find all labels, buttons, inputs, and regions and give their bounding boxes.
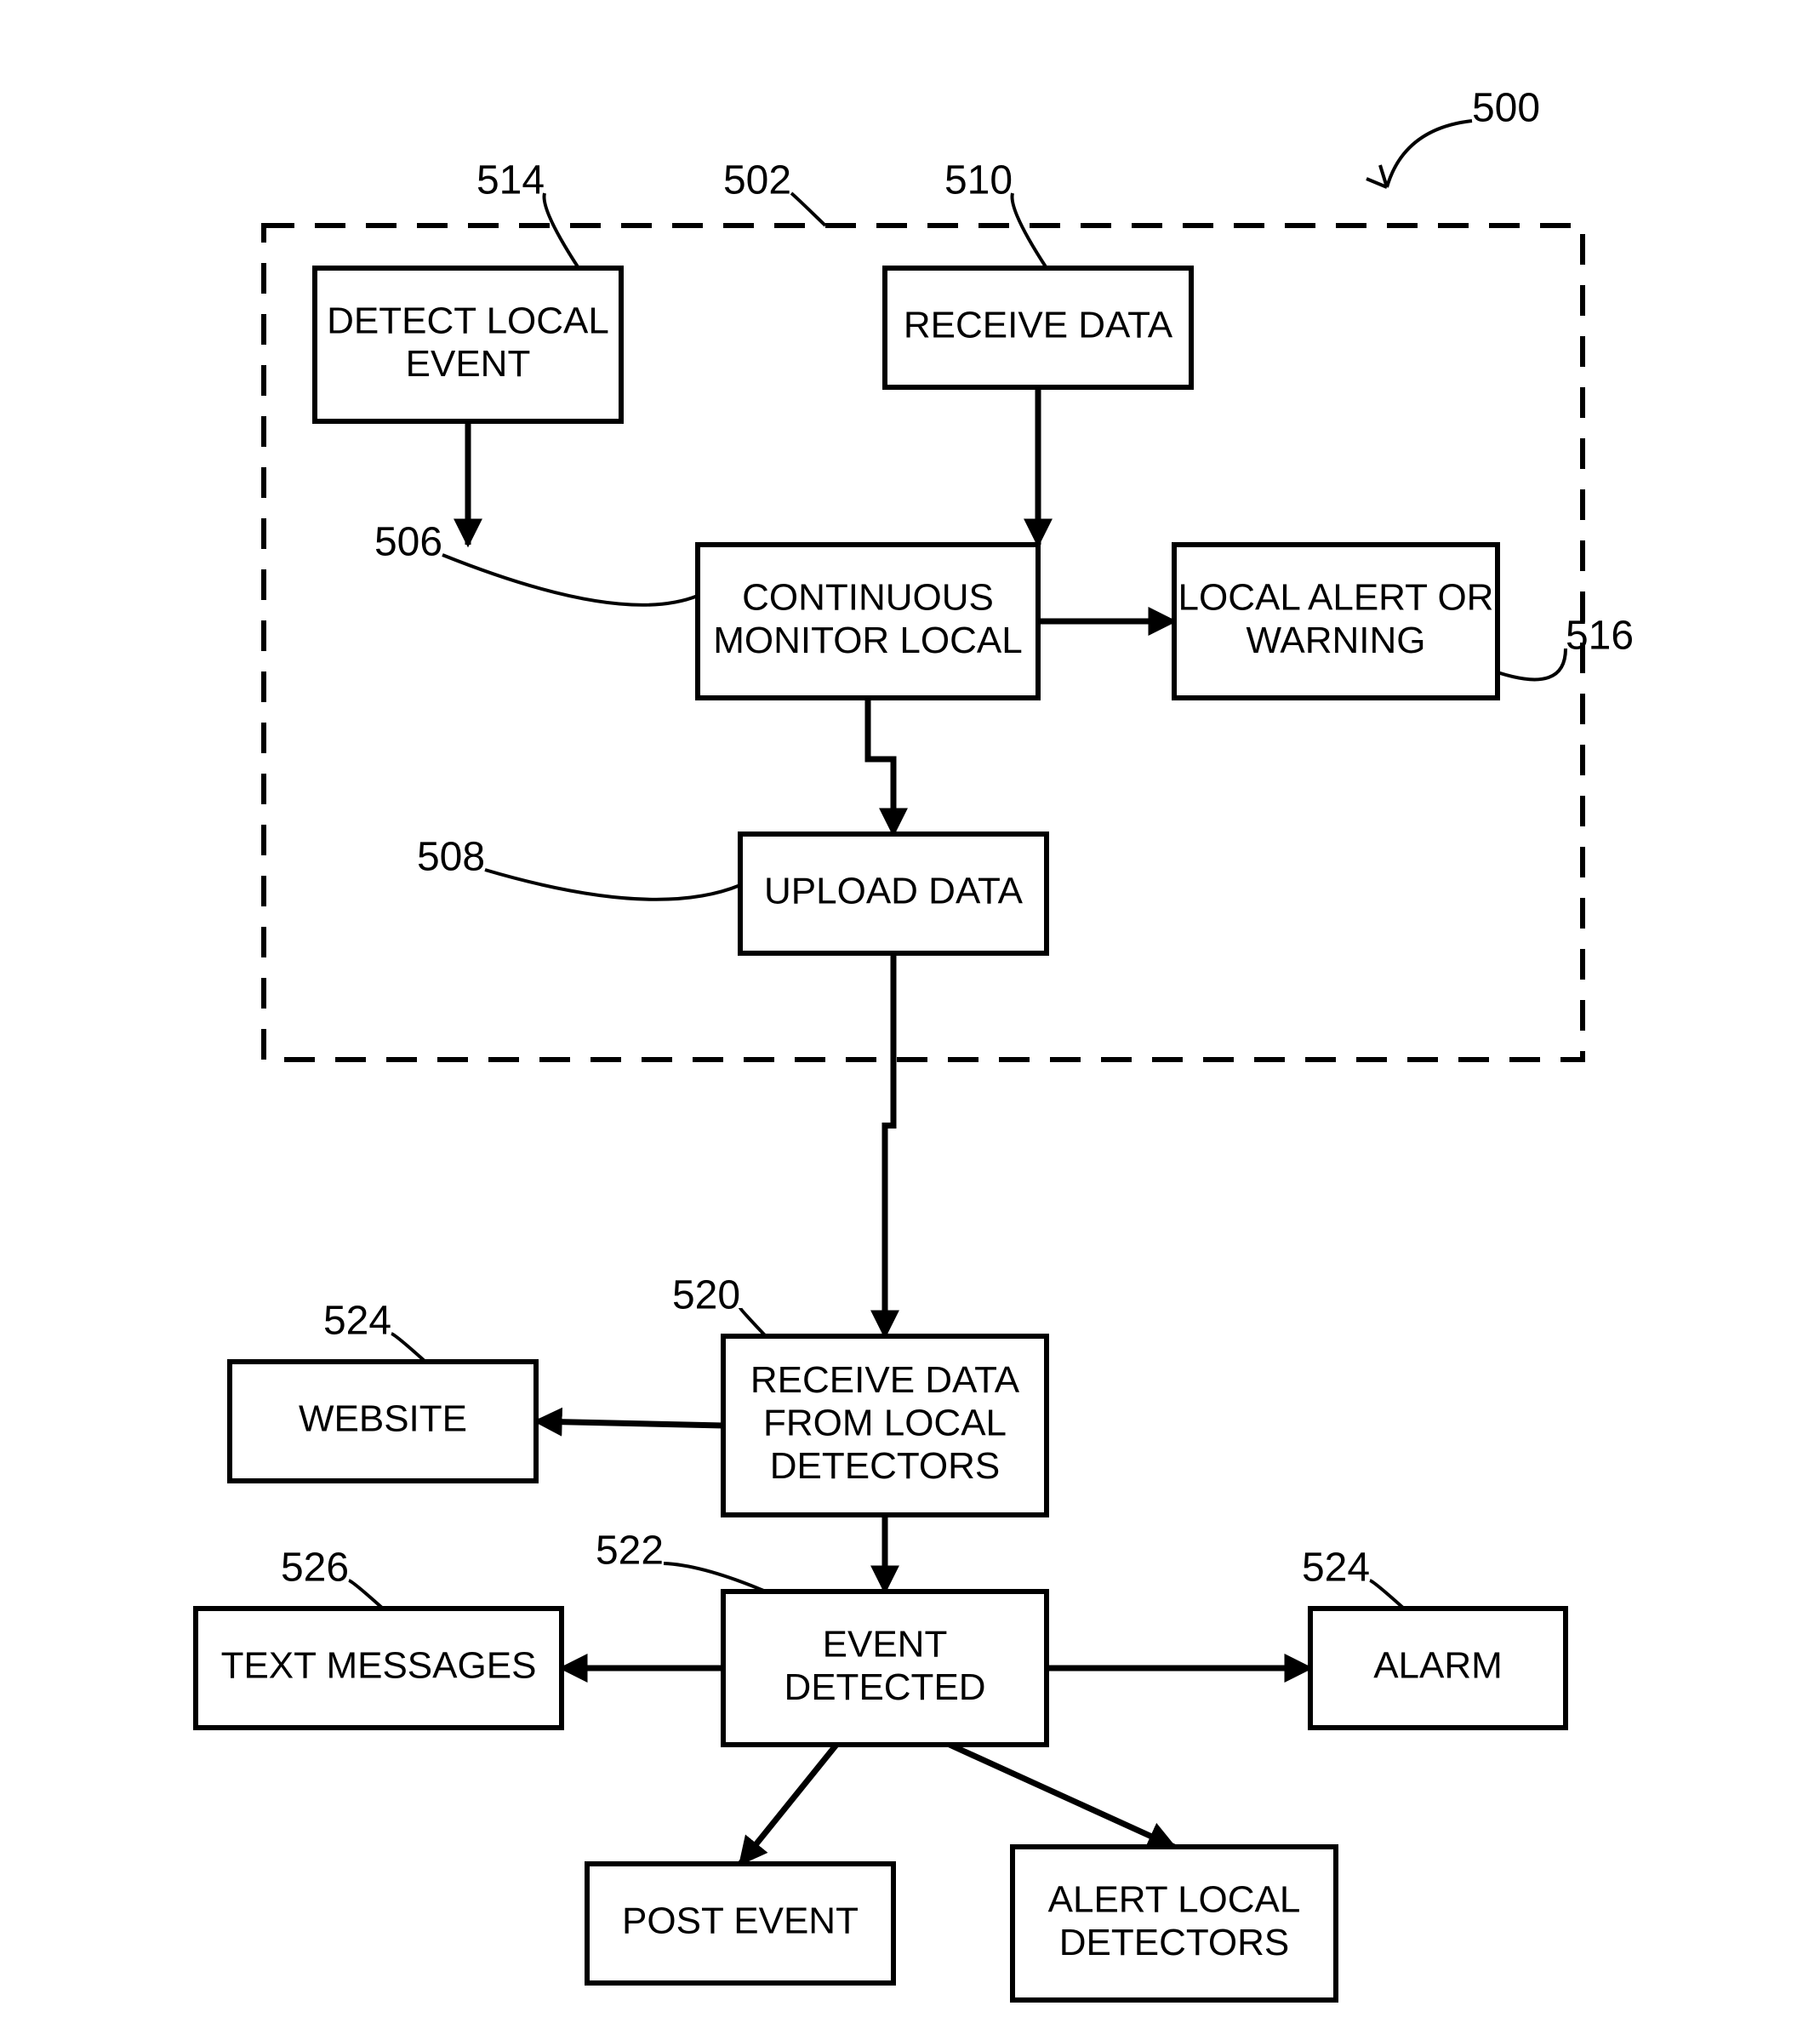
connector-eventd-postev [740,1745,836,1864]
ref-506-4: 506 [374,520,698,605]
node-alertld-label-0: ALERT LOCAL [1048,1878,1301,1920]
node-localal-label-1: WARNING [1246,620,1425,661]
node-postev: POST EVENT [587,1864,893,1983]
node-alarm-label-0: ALARM [1373,1645,1503,1687]
node-detect: DETECT LOCALEVENT [315,268,621,421]
node-alertld: ALERT LOCALDETECTORS [1013,1847,1336,2000]
node-recvloc-label-1: FROM LOCAL [763,1403,1007,1444]
node-monitor-label-0: CONTINUOUS [742,576,994,618]
node-localal: LOCAL ALERT ORWARNING [1174,545,1498,698]
ref-text-522-9: 522 [596,1529,664,1574]
node-alarm: ALARM [1310,1609,1566,1728]
ref-text-514-2: 514 [476,158,545,203]
node-detect-label-1: EVENT [406,343,531,385]
flowchart-diagram: DETECT LOCALEVENTRECEIVE DATACONTINUOUSM… [0,0,1820,2023]
ref-text-524-8: 524 [323,1299,391,1344]
connector-eventd-alertld [950,1745,1174,1847]
ref-514-2: 514 [476,158,579,268]
node-monitor-label-1: MONITOR LOCAL [713,620,1022,661]
ref-524-11: 524 [1302,1546,1404,1609]
node-alertld-label-1: DETECTORS [1059,1922,1290,1963]
node-website: WEBSITE [230,1362,536,1481]
node-detect-label-0: DETECT LOCAL [327,300,609,341]
ref-516-5: 516 [1498,614,1634,680]
node-eventd-label-1: DETECTED [784,1666,985,1708]
ref-text-510-3: 510 [944,158,1013,203]
ref-524-8: 524 [323,1299,425,1362]
ref-520-7: 520 [672,1273,766,1336]
connector-upload-recvloc [885,953,893,1336]
ref-text-524-11: 524 [1302,1546,1370,1591]
connector-monitor-upload [868,698,893,834]
node-postev-label-0: POST EVENT [622,1900,859,1942]
ref-526-10: 526 [281,1546,383,1609]
ref-502-1: 502 [723,158,825,226]
node-upload-label-0: UPLOAD DATA [764,871,1024,912]
ref-text-506-4: 506 [374,520,442,565]
node-receive: RECEIVE DATA [885,268,1191,387]
connector-recvloc-website [536,1421,723,1426]
ref-500-0: 500 [1366,86,1540,187]
node-monitor: CONTINUOUSMONITOR LOCAL [698,545,1038,698]
ref-510-3: 510 [944,158,1047,268]
ref-text-502-1: 502 [723,158,791,203]
node-recvloc-label-0: RECEIVE DATA [750,1359,1020,1401]
node-upload: UPLOAD DATA [740,834,1047,953]
node-website-label-0: WEBSITE [299,1398,467,1440]
node-receive-label-0: RECEIVE DATA [904,305,1173,346]
ref-text-526-10: 526 [281,1546,349,1591]
ref-text-508-6: 508 [417,835,485,880]
node-recvloc: RECEIVE DATAFROM LOCALDETECTORS [723,1336,1047,1515]
node-eventd: EVENTDETECTED [723,1592,1047,1745]
ref-text-516-5: 516 [1566,614,1634,659]
node-recvloc-label-2: DETECTORS [770,1445,1001,1487]
ref-text-500-0: 500 [1472,86,1540,131]
ref-508-6: 508 [417,835,740,900]
node-textmsg-label-0: TEXT MESSAGES [221,1645,537,1687]
ref-522-9: 522 [596,1529,766,1592]
node-localal-label-0: LOCAL ALERT OR [1178,576,1494,618]
node-textmsg: TEXT MESSAGES [196,1609,562,1728]
ref-text-520-7: 520 [672,1273,740,1318]
node-eventd-label-0: EVENT [823,1623,948,1665]
